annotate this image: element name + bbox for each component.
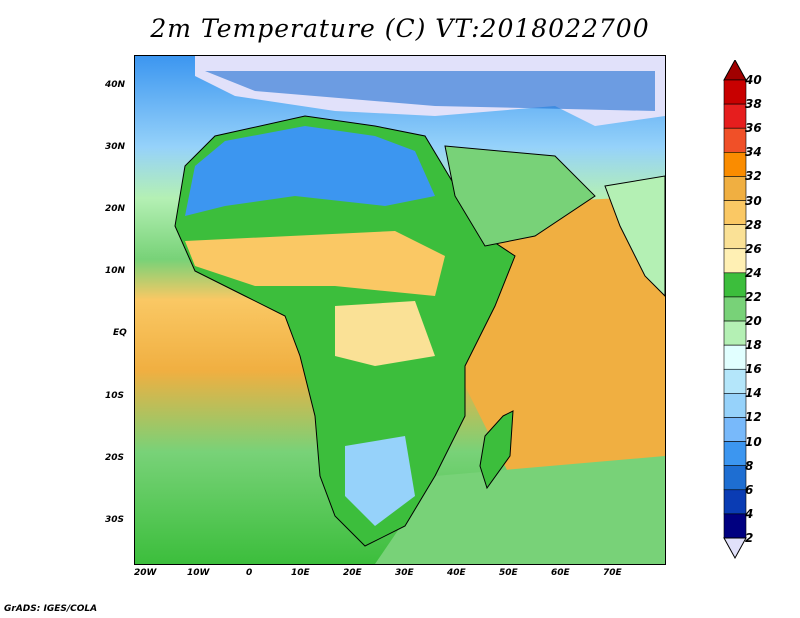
colorbar-swatch <box>723 79 747 105</box>
lat-label: 10S <box>105 391 125 401</box>
lat-label: 30S <box>105 515 125 525</box>
sahel-warm <box>185 231 445 296</box>
colorbar-level-label: 6 <box>745 482 754 497</box>
colorbar-level-label: 32 <box>745 169 762 184</box>
south-africa-cool <box>345 436 415 526</box>
colorbar-bottom-arrow <box>723 537 747 560</box>
colorbar-level-label: 10 <box>745 434 762 449</box>
colorbar-level-label: 12 <box>745 410 762 425</box>
colorbar-level-label: 28 <box>745 217 762 232</box>
temperature-map <box>134 55 666 565</box>
colorbar-level-label: 36 <box>745 121 762 136</box>
lon-label: 10E <box>291 568 310 578</box>
colorbar-swatch <box>723 320 747 346</box>
colorbar-level-label: 34 <box>745 145 762 160</box>
temperature-field <box>135 56 665 564</box>
colorbar-top-arrow <box>723 60 747 81</box>
congo-warm <box>335 301 435 366</box>
colorbar-level-label: 38 <box>745 97 762 112</box>
lon-label: 0 <box>246 568 253 578</box>
colorbar-level-label: 2 <box>745 531 754 545</box>
map-title: 2m Temperature (C) VT:2018022700 <box>150 14 650 43</box>
colorbar-swatch <box>723 200 747 225</box>
lon-label: 70E <box>603 568 622 578</box>
colorbar-swatch <box>723 489 747 515</box>
colorbar-swatch <box>723 152 747 177</box>
colorbar-swatch <box>723 344 747 370</box>
lat-label: 20S <box>105 453 125 463</box>
colorbar-level-label: 16 <box>745 362 762 377</box>
lon-label: 60E <box>551 568 570 578</box>
india-land <box>604 175 665 297</box>
colorbar-swatch <box>723 272 747 298</box>
eurasia-cold <box>205 71 655 111</box>
colorbar-level-label: 22 <box>745 289 762 304</box>
lat-label: 10N <box>105 266 126 276</box>
colorbar-swatch <box>723 441 747 466</box>
colorbar-swatch <box>723 465 747 491</box>
colorbar-level-label: 18 <box>745 338 762 353</box>
colorbar-swatch <box>723 127 747 153</box>
colorbar <box>723 60 747 560</box>
arabia-land <box>444 145 596 247</box>
colorbar-level-label: 24 <box>745 265 762 280</box>
colorbar-swatch <box>723 103 747 129</box>
lon-label: 20E <box>343 568 362 578</box>
colorbar-swatch <box>723 513 747 539</box>
lon-label: 50E <box>499 568 518 578</box>
colorbar-swatch <box>723 176 747 201</box>
colorbar-level-label: 26 <box>745 241 762 256</box>
colorbar-level-label: 40 <box>745 73 762 87</box>
colorbar-level-label: 4 <box>745 506 754 521</box>
lat-label: 20N <box>105 204 126 214</box>
lon-label: 30E <box>395 568 414 578</box>
colorbar-swatch <box>723 368 747 394</box>
lat-label: 40N <box>105 80 126 90</box>
grads-credit: GrADS: IGES/COLA <box>4 604 98 614</box>
colorbar-swatch <box>723 224 747 250</box>
lon-label: 10W <box>187 568 210 578</box>
colorbar-level-label: 14 <box>745 386 762 401</box>
colorbar-swatch <box>723 248 747 274</box>
lon-label: 40E <box>447 568 466 578</box>
colorbar-swatch <box>723 393 747 418</box>
colorbar-level-label: 8 <box>745 458 754 473</box>
southern-ocean-band <box>375 456 665 564</box>
lon-label: 20W <box>134 568 157 578</box>
madagascar-land <box>479 410 514 490</box>
colorbar-swatch <box>723 296 747 322</box>
lat-label: EQ <box>113 328 127 338</box>
sahara-cold <box>185 126 435 216</box>
colorbar-swatch <box>723 417 747 442</box>
colorbar-level-label: 20 <box>745 314 762 329</box>
colorbar-level-label: 30 <box>745 193 762 208</box>
lat-label: 30N <box>105 142 126 152</box>
